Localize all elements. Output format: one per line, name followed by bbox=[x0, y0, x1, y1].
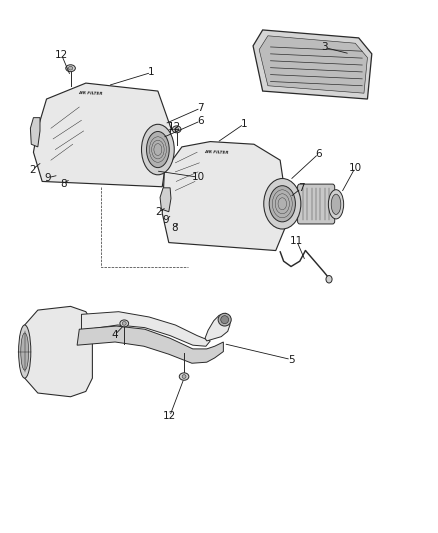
Text: 6: 6 bbox=[315, 149, 322, 159]
Ellipse shape bbox=[120, 320, 129, 327]
Ellipse shape bbox=[21, 333, 28, 370]
Text: 7: 7 bbox=[198, 103, 204, 113]
Ellipse shape bbox=[175, 127, 179, 131]
Text: 3: 3 bbox=[321, 43, 328, 52]
Text: 1: 1 bbox=[240, 119, 247, 129]
Text: 12: 12 bbox=[168, 122, 181, 132]
Ellipse shape bbox=[264, 179, 301, 229]
Polygon shape bbox=[259, 36, 367, 93]
Ellipse shape bbox=[326, 276, 332, 283]
Text: 2: 2 bbox=[155, 207, 162, 217]
Text: 1: 1 bbox=[148, 68, 155, 77]
Text: AIR FILTER: AIR FILTER bbox=[78, 91, 102, 96]
Ellipse shape bbox=[182, 375, 186, 378]
Text: 12: 12 bbox=[55, 51, 68, 60]
Ellipse shape bbox=[147, 132, 169, 167]
Text: 12: 12 bbox=[163, 411, 176, 422]
Ellipse shape bbox=[18, 325, 31, 378]
Polygon shape bbox=[81, 312, 210, 346]
Text: 9: 9 bbox=[45, 173, 51, 183]
Ellipse shape bbox=[172, 126, 181, 133]
Text: 5: 5 bbox=[288, 354, 294, 365]
Ellipse shape bbox=[68, 66, 73, 70]
Text: 10: 10 bbox=[349, 163, 362, 173]
Polygon shape bbox=[162, 142, 289, 251]
FancyBboxPatch shape bbox=[297, 184, 335, 224]
Ellipse shape bbox=[122, 321, 126, 325]
Ellipse shape bbox=[331, 194, 341, 214]
Polygon shape bbox=[77, 326, 223, 364]
Polygon shape bbox=[30, 118, 40, 147]
Ellipse shape bbox=[66, 64, 75, 71]
Text: 8: 8 bbox=[60, 179, 67, 189]
Ellipse shape bbox=[328, 190, 344, 219]
Text: 6: 6 bbox=[198, 116, 204, 126]
Polygon shape bbox=[33, 83, 171, 187]
Ellipse shape bbox=[269, 185, 295, 222]
Polygon shape bbox=[25, 306, 92, 397]
Text: 4: 4 bbox=[112, 329, 118, 340]
Polygon shape bbox=[253, 30, 372, 99]
Ellipse shape bbox=[141, 124, 174, 175]
Text: 11: 11 bbox=[290, 236, 304, 246]
Polygon shape bbox=[205, 313, 230, 341]
Text: 8: 8 bbox=[171, 223, 178, 233]
Text: 10: 10 bbox=[191, 172, 205, 182]
Text: 2: 2 bbox=[29, 165, 35, 175]
Text: AIR FILTER: AIR FILTER bbox=[205, 150, 229, 155]
Ellipse shape bbox=[179, 373, 189, 380]
Text: 7: 7 bbox=[298, 183, 304, 193]
Ellipse shape bbox=[218, 313, 231, 326]
Ellipse shape bbox=[221, 316, 229, 324]
Polygon shape bbox=[160, 188, 171, 212]
Text: 9: 9 bbox=[162, 215, 169, 225]
